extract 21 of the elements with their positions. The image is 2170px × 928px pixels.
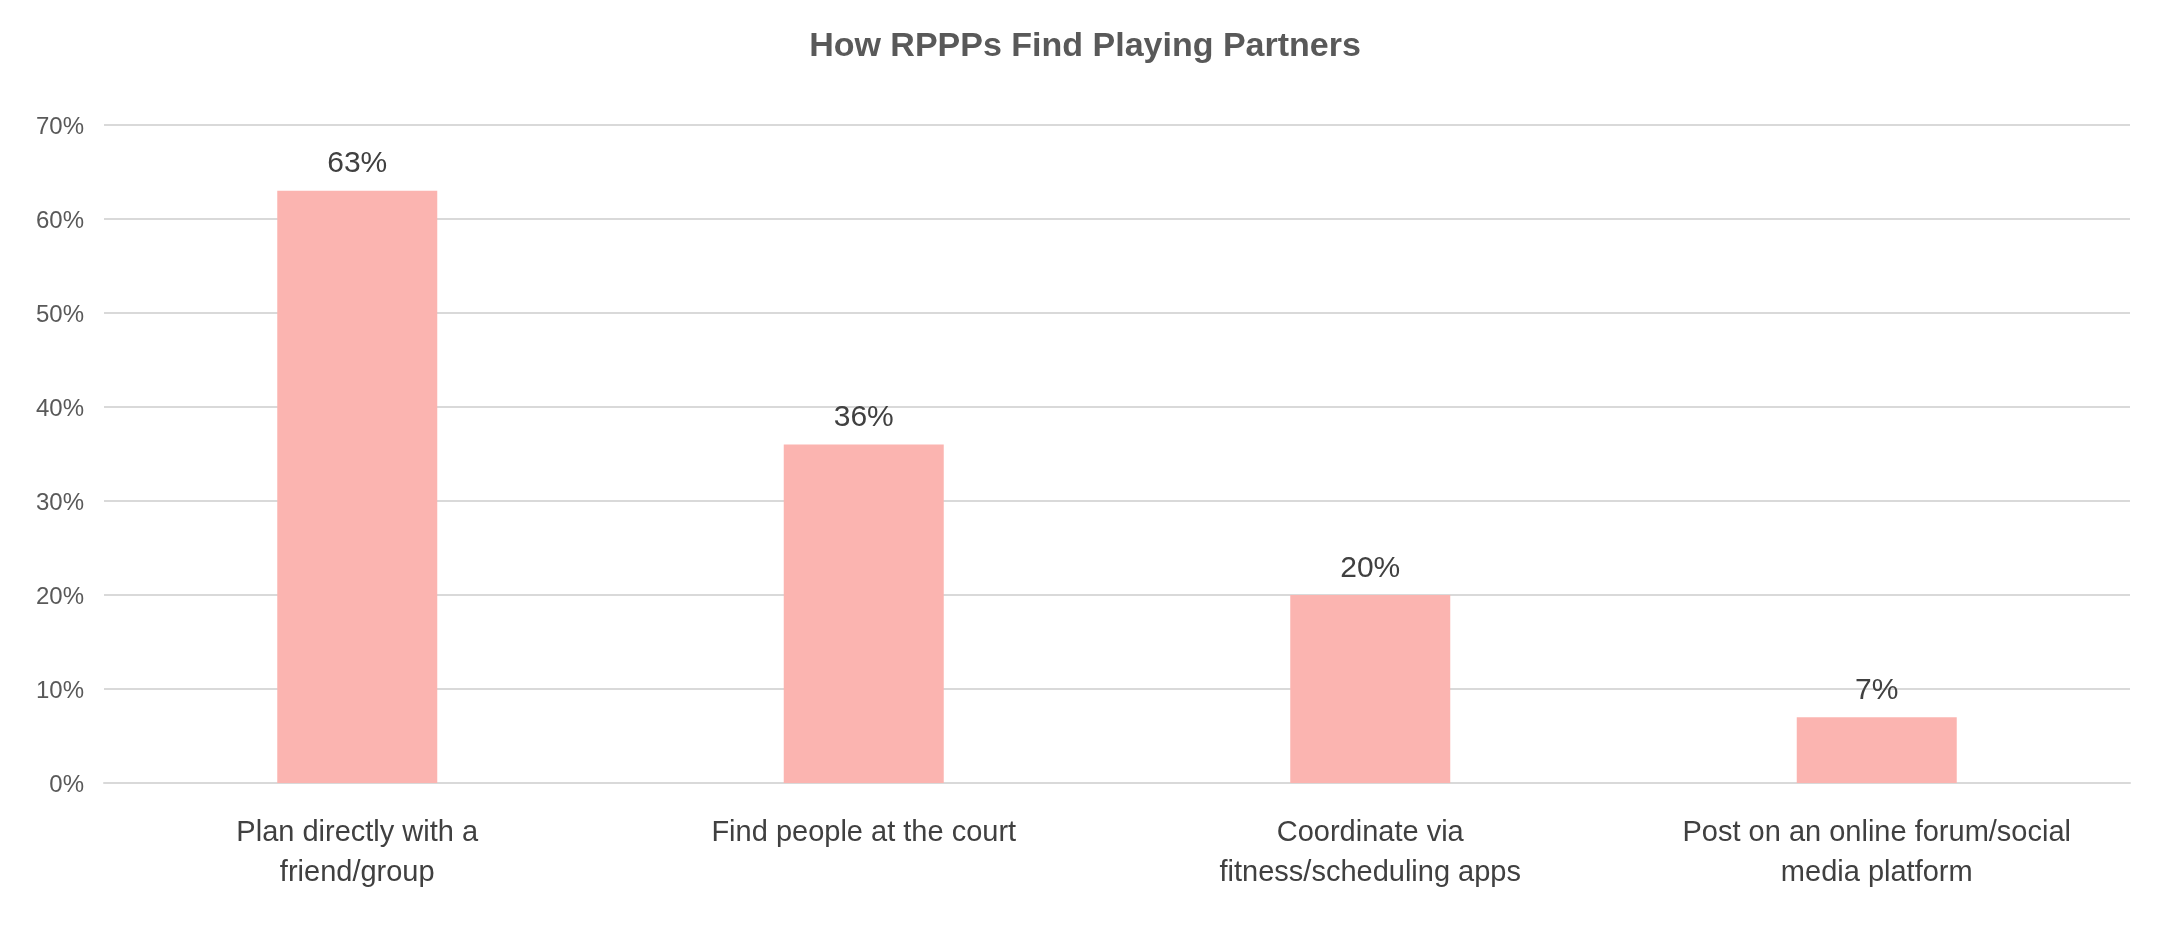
chart-title: How RPPPs Find Playing Partners xyxy=(809,25,1361,63)
x-tick-label: Post on an online forum/social media platform xyxy=(1682,815,2071,887)
y-tick-label: 70% xyxy=(35,111,84,139)
y-tick-label: 0% xyxy=(49,769,84,797)
data-label: 7% xyxy=(1855,671,1899,705)
y-tick-label: 60% xyxy=(35,205,84,233)
y-tick-label: 10% xyxy=(35,675,84,703)
data-label: 63% xyxy=(327,145,388,179)
bar xyxy=(277,190,438,783)
bar xyxy=(1290,595,1451,783)
y-tick-label: 40% xyxy=(35,393,84,421)
data-label: 36% xyxy=(833,399,894,433)
x-tick-label: Find people at the court xyxy=(711,815,1017,847)
x-tick-label: Coordinate via fitness/scheduling apps xyxy=(1219,815,1521,887)
bar xyxy=(783,444,944,783)
y-tick-label: 20% xyxy=(35,581,84,609)
data-label: 20% xyxy=(1340,549,1401,583)
y-tick-label: 30% xyxy=(35,487,84,515)
x-tick-label: Plan directly with a friend/group xyxy=(236,815,479,887)
y-tick-label: 50% xyxy=(35,299,84,327)
bar xyxy=(1796,717,1957,783)
